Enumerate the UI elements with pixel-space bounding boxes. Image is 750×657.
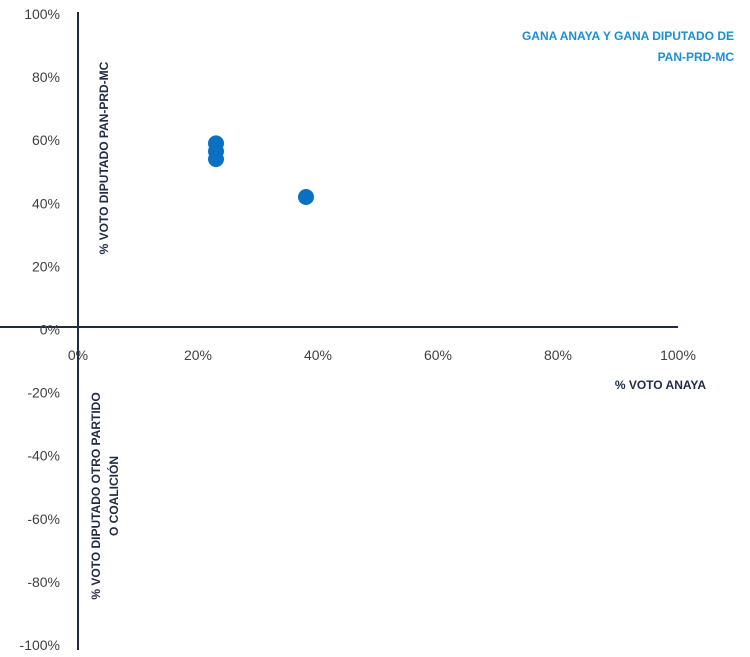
annotation-line2: PAN-PRD-MC [658,50,735,64]
x-tick-label: 80% [544,347,572,363]
y-axis-title-bottom-line2: O COALICIÓN [106,456,121,536]
axes [0,12,678,650]
x-tick-label: 60% [424,347,452,363]
data-point [298,188,314,205]
y-tick-label: 60% [32,132,60,148]
x-tick-label: 20% [184,347,212,363]
y-axis-title-bottom-line1: % VOTO DIPUTADO OTRO PARTIDO [89,392,103,599]
y-tick-label: -60% [27,511,60,527]
data-point [208,151,224,168]
y-tick-label: 100% [24,6,60,22]
y-tick-label: -20% [27,385,60,401]
x-tick-label: 0% [68,347,88,363]
y-axis-title-top: % VOTO DIPUTADO PAN-PRD-MC [97,61,111,254]
y-tick-label: -80% [27,574,60,590]
y-axis-title-bottom: % VOTO DIPUTADO OTRO PARTIDO O COALICIÓN [89,392,121,599]
y-tick-label: -100% [20,637,60,653]
quadrant-annotation: GANA ANAYA Y GANA DIPUTADO DE PAN-PRD-MC [522,29,734,64]
y-tick-label: 80% [32,69,60,85]
y-tick-label: 20% [32,258,60,274]
x-axis-title: % VOTO ANAYA [615,378,706,392]
data-points [208,135,314,205]
y-tick-label: 40% [32,195,60,211]
y-tick-label: -40% [27,448,60,464]
x-tick-labels: 0% 20% 40% 60% 80% 100% [68,347,696,363]
x-tick-label: 40% [304,347,332,363]
y-tick-labels: 100% 80% 60% 40% 20% 0% -20% -40% -60% -80% -100% [20,6,60,653]
annotation-line1: GANA ANAYA Y GANA DIPUTADO DE [522,29,734,43]
y-tick-label: 0% [40,322,60,338]
x-tick-label: 100% [660,347,696,363]
